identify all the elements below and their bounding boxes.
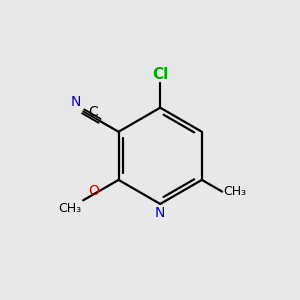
Text: Cl: Cl: [152, 67, 168, 82]
Text: C: C: [88, 105, 98, 119]
Text: CH₃: CH₃: [224, 185, 247, 198]
Text: N: N: [155, 206, 165, 220]
Text: O: O: [89, 184, 100, 198]
Text: CH₃: CH₃: [58, 202, 82, 215]
Text: N: N: [70, 95, 81, 109]
